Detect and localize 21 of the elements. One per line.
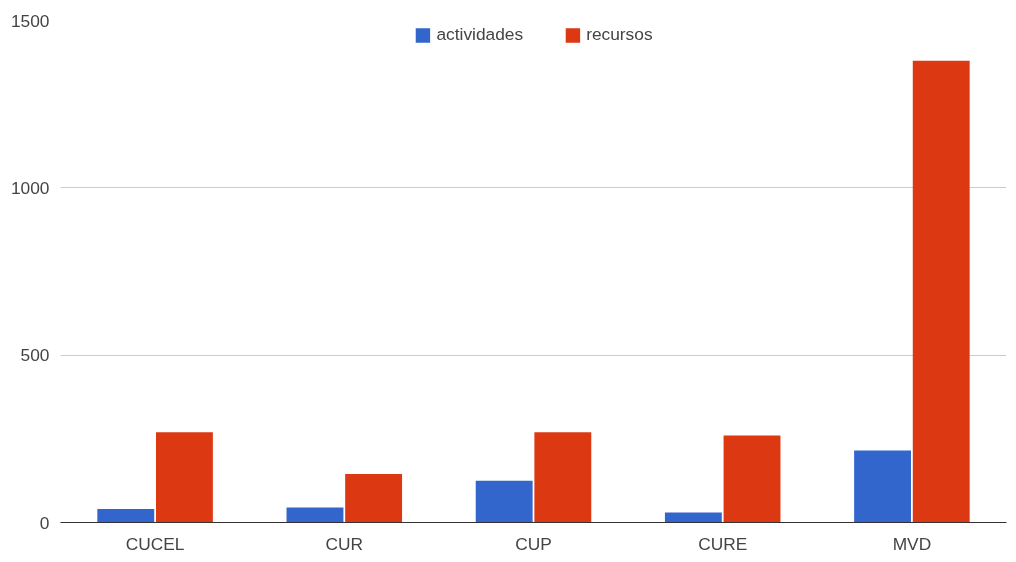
bar	[97, 509, 155, 523]
x-tick-label: CURE	[698, 533, 748, 554]
y-tick-label: 1000	[10, 177, 50, 198]
bar	[475, 480, 533, 523]
y-tick-label: 500	[20, 345, 50, 366]
legend-label: actividades	[436, 24, 524, 45]
x-tick-label: CUP	[515, 533, 552, 554]
x-tick-label: CUR	[325, 533, 364, 554]
x-tick-label: MVD	[892, 533, 932, 554]
bar	[286, 507, 344, 523]
bar	[854, 450, 912, 523]
bar	[534, 432, 592, 523]
legend-label: recursos	[586, 24, 653, 45]
bar	[155, 432, 213, 523]
y-tick-label: 0	[39, 512, 50, 533]
bar	[912, 60, 970, 523]
bar	[723, 435, 781, 523]
x-tick-label: CUCEL	[125, 533, 185, 554]
bar	[345, 473, 403, 523]
bar	[664, 512, 722, 523]
y-tick-label: 1500	[10, 10, 50, 31]
